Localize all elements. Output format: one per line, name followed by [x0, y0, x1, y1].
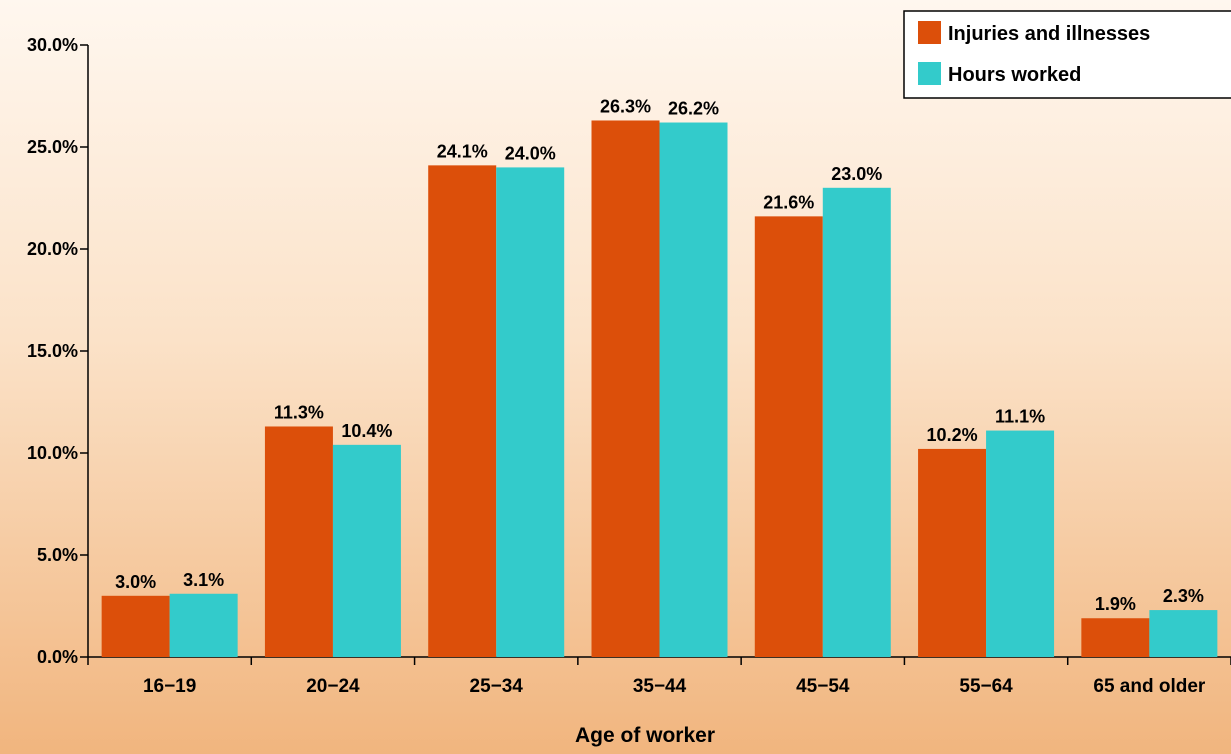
data-label: 21.6%	[763, 192, 814, 212]
data-label: 26.2%	[668, 99, 719, 119]
bar-hours-worked	[986, 430, 1055, 657]
y-tick-label: 0.0%	[37, 647, 78, 667]
bar-hours-worked	[822, 187, 891, 658]
bar-hours-worked	[332, 444, 401, 657]
bar-hours-worked	[496, 167, 565, 657]
y-tick-label: 30.0%	[27, 35, 78, 55]
data-label: 24.0%	[505, 143, 556, 163]
bar-injuries-illnesses	[264, 426, 333, 657]
legend-swatch-hours	[918, 62, 941, 85]
y-tick-label: 5.0%	[37, 545, 78, 565]
x-tick-label: 55−64	[959, 676, 1013, 697]
data-label: 11.3%	[274, 402, 324, 422]
x-tick-label: 35−44	[633, 676, 687, 697]
legend-label-hours: Hours worked	[948, 64, 1081, 86]
y-tick-label: 25.0%	[27, 137, 78, 157]
bar-hours-worked	[659, 122, 728, 657]
bar-injuries-illnesses	[591, 120, 660, 658]
x-tick-label: 16−19	[143, 676, 196, 697]
y-tick-label: 15.0%	[27, 341, 78, 361]
data-label: 11.1%	[995, 407, 1045, 427]
x-axis: 16−19 20−24 25−34 35−44 45−54 55−64 65 and old…	[87, 656, 1231, 697]
x-tick-label: 25−34	[470, 676, 524, 697]
y-tick-label: 20.0%	[27, 239, 78, 259]
x-axis-title: Age of worker	[575, 724, 715, 747]
data-label: 3.0%	[115, 572, 156, 592]
data-labels: 3.0% 3.1% 11.3% 10.4% 24.1% 24.0% 26.3% 26.2% 21…	[115, 96, 1204, 614]
data-label: 10.2%	[927, 425, 978, 445]
bar-injuries-illnesses	[918, 448, 987, 657]
legend-label-injuries: Injuries and illnesses	[948, 23, 1150, 45]
data-label: 1.9%	[1095, 594, 1136, 614]
bar-hours-worked	[1149, 610, 1218, 657]
data-label: 23.0%	[831, 164, 882, 184]
bars	[101, 120, 1218, 658]
x-tick-label: 20−24	[306, 676, 360, 697]
y-axis: 0.0% 5.0% 10.0% 15.0% 20.0% 25.0% 30.0%	[27, 35, 89, 667]
y-tick-label: 10.0%	[27, 443, 78, 463]
bar-injuries-illnesses	[428, 165, 497, 658]
legend-swatch-injuries	[918, 21, 941, 44]
bar-hours-worked	[169, 593, 238, 657]
data-label: 3.1%	[183, 570, 224, 590]
data-label: 24.1%	[437, 141, 488, 161]
bar-injuries-illnesses	[101, 595, 170, 657]
legend-box	[903, 10, 1231, 99]
data-label: 10.4%	[341, 421, 392, 441]
x-tick-label: 65 and older	[1093, 676, 1206, 697]
legend: Injuries and illnesses Hours worked	[903, 10, 1231, 99]
data-label: 2.3%	[1163, 586, 1204, 606]
data-label: 26.3%	[600, 96, 651, 116]
bar-injuries-illnesses	[1081, 618, 1150, 657]
bar-injuries-illnesses	[754, 216, 823, 658]
x-tick-label: 45−54	[796, 676, 850, 697]
